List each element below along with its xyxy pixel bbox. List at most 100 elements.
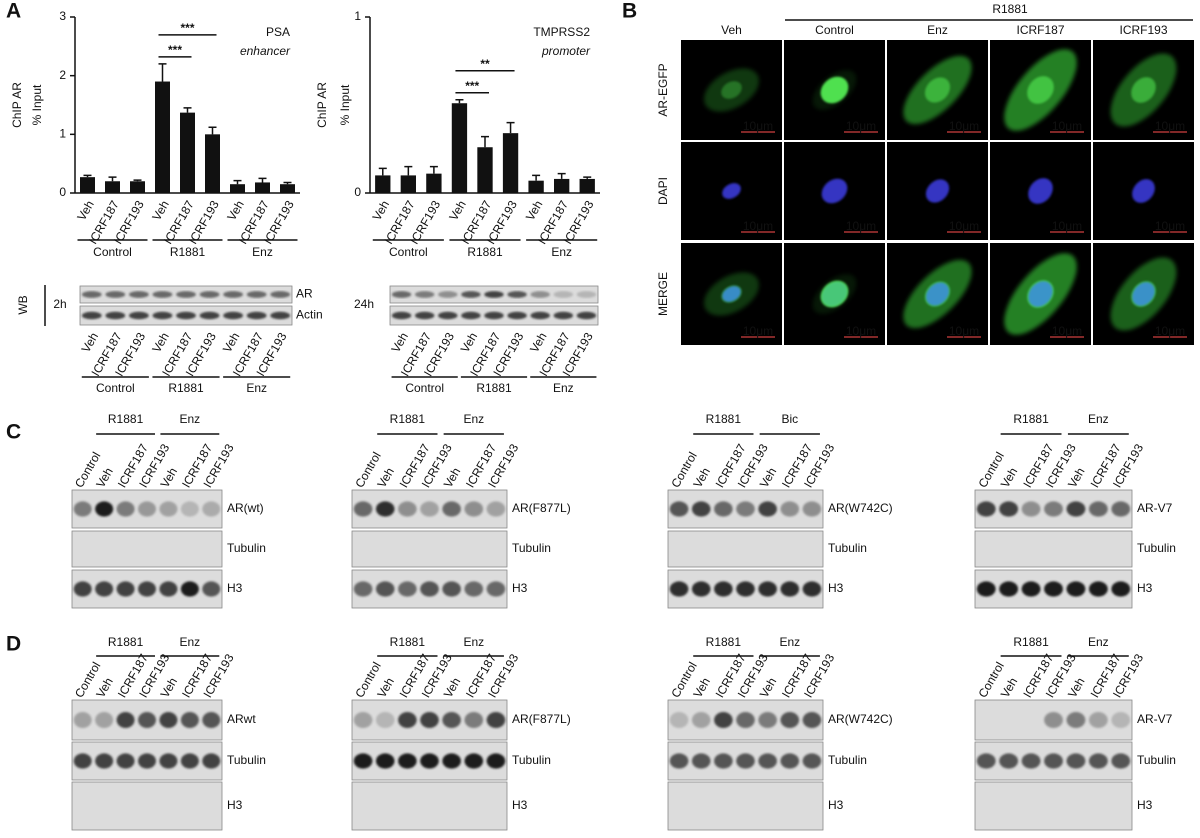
band-label: H3 (227, 798, 243, 812)
blot-band (95, 753, 114, 769)
lane-label: Veh (757, 465, 779, 490)
cell (812, 70, 857, 110)
group-label: Control (93, 245, 132, 259)
chart-subtitle: promoter (541, 44, 591, 58)
blot-band (461, 311, 481, 320)
nucleus-dapi (821, 178, 848, 204)
method-label: WB (16, 295, 30, 314)
group-label: Enz (180, 635, 201, 649)
cell (1110, 53, 1177, 127)
y-tick-label: 1 (354, 9, 361, 23)
lane-label: Veh (158, 675, 180, 700)
column-label: Control (815, 23, 854, 37)
nucleus-dapi (925, 179, 950, 203)
x-tick-label: Veh (74, 198, 96, 223)
blot-band (1066, 712, 1086, 728)
scale-label: 10μm (1052, 219, 1082, 233)
blot-band (353, 501, 373, 517)
blot-band (1111, 753, 1131, 769)
band-label: AR(W742C) (828, 501, 893, 515)
band-label: AR(F877L) (512, 712, 571, 726)
blot-band (138, 501, 156, 517)
group-label: Enz (1088, 635, 1109, 649)
blot-band (780, 501, 800, 517)
lane-label: Veh (757, 675, 779, 700)
blot-band (81, 311, 102, 320)
x-tick-label: Veh (446, 198, 468, 223)
significance-label: *** (180, 21, 194, 35)
group-label: Enz (779, 635, 800, 649)
blot-band (199, 311, 220, 320)
scale-label: 10μm (1155, 219, 1185, 233)
group-label: Enz (463, 412, 484, 426)
band-label: Tubulin (227, 753, 266, 767)
panel-label: C (6, 421, 21, 444)
blot-band (976, 501, 996, 517)
blot-band (1021, 753, 1041, 769)
scale-label: 10μm (846, 324, 876, 338)
blot-band (159, 712, 178, 728)
cell (1132, 179, 1155, 203)
blot-band (391, 291, 412, 298)
blot-band (669, 753, 689, 769)
panel-label: D (6, 633, 21, 656)
blot-band (1088, 581, 1108, 597)
blot-strip (71, 781, 223, 831)
nucleus-dapi (1132, 282, 1155, 306)
error-bar (133, 179, 142, 182)
lane-label: Veh (79, 330, 101, 355)
nucleus-ar (1131, 77, 1156, 103)
error-bar (532, 174, 541, 181)
blot-band (1088, 753, 1108, 769)
blot-band (398, 501, 417, 517)
nucleus-ar (924, 77, 951, 103)
band-label: H3 (828, 581, 844, 595)
bar (155, 81, 170, 193)
blot-band (576, 311, 597, 320)
blot-band (353, 712, 373, 728)
blot-band (375, 501, 395, 517)
bar (502, 133, 519, 193)
error-bar (557, 172, 566, 179)
cell (704, 68, 759, 112)
blot-band (1088, 501, 1108, 517)
band-label: Tubulin (828, 753, 867, 767)
y-axis-unit: % Input (30, 84, 44, 125)
blot-band (270, 311, 291, 320)
blot-band (223, 311, 244, 320)
bar (280, 184, 295, 193)
blot-band (95, 712, 114, 728)
blot-band (199, 291, 220, 298)
error-bar (583, 176, 592, 179)
blot-band (464, 753, 484, 769)
blot-band (758, 581, 777, 597)
blot-band (484, 291, 504, 298)
cell (704, 272, 759, 316)
blot-band (1021, 501, 1041, 517)
blot-band (223, 291, 244, 298)
cell (1004, 253, 1077, 335)
blot-band (159, 501, 178, 517)
band-label: Tubulin (512, 753, 551, 767)
blot-band (375, 581, 395, 597)
blot-band (420, 753, 439, 769)
blot-strip (974, 781, 1133, 831)
blot-band (73, 581, 92, 597)
bar (477, 147, 493, 193)
treatment-label: R1881 (992, 2, 1028, 16)
lane-label: Veh (93, 675, 115, 700)
y-tick-label: 0 (59, 185, 66, 199)
blot-band (486, 581, 506, 597)
blot-band (736, 753, 755, 769)
lane-label: Veh (1065, 465, 1087, 490)
group-label: Enz (1088, 412, 1109, 426)
blot-band (1066, 501, 1086, 517)
blot-band (758, 712, 777, 728)
blot-band (802, 501, 822, 517)
bar (375, 175, 391, 193)
error-bar (108, 176, 117, 182)
scale-label: 10μm (846, 219, 876, 233)
blot-band (414, 311, 435, 320)
lane-label: Veh (690, 675, 712, 700)
blot-band (246, 311, 267, 320)
